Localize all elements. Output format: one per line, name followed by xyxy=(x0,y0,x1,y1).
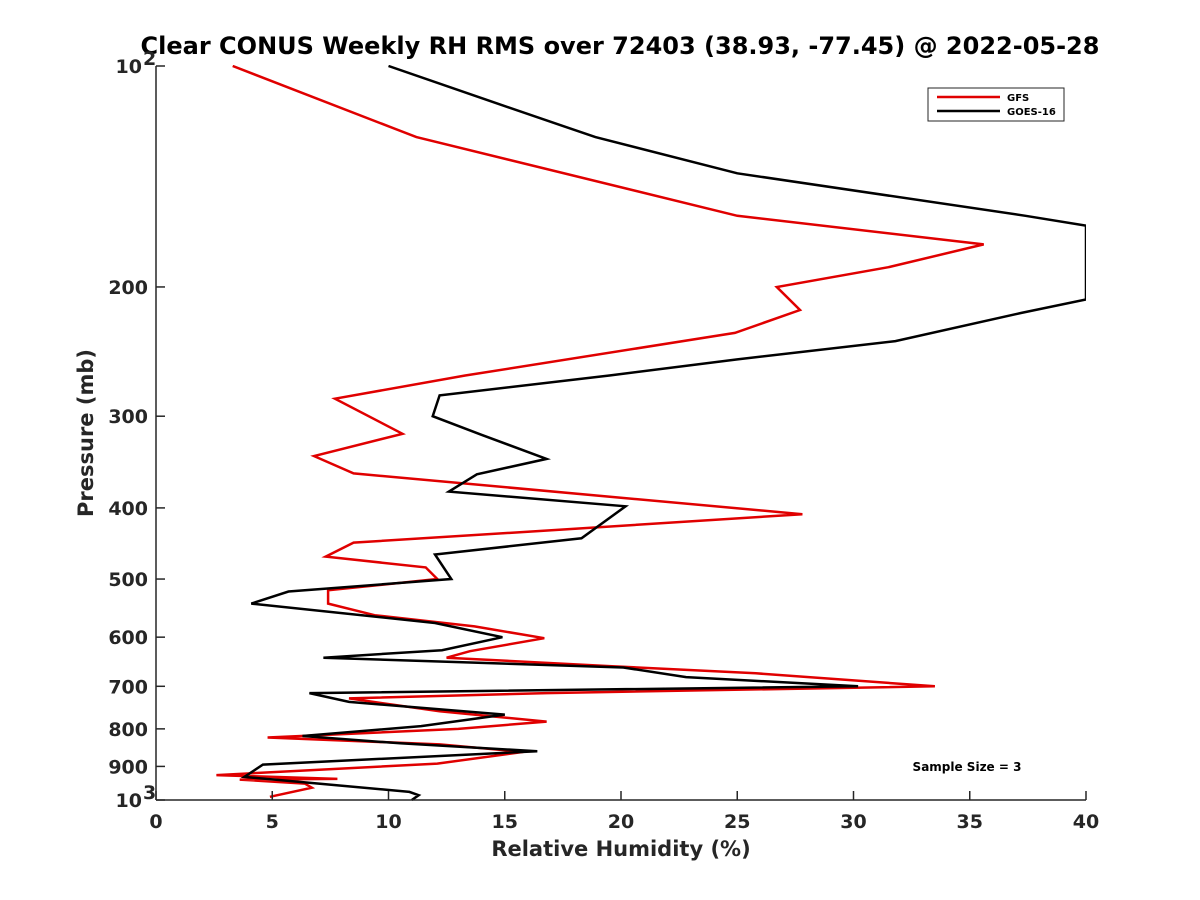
legend: GFS GOES-16 xyxy=(927,87,1065,122)
y-tick-label: 800 xyxy=(108,719,148,741)
y-tick-label: 600 xyxy=(108,627,148,649)
x-ticks: 0 5 10 15 20 25 30 35 40 xyxy=(149,791,1099,833)
y-tick-label: 500 xyxy=(108,569,148,591)
axes: 0 5 10 15 20 25 30 35 40 10 220030040050060070080… xyxy=(108,48,1099,833)
x-tick-label: 40 xyxy=(1073,811,1099,833)
x-axis-label: Relative Humidity (%) xyxy=(491,837,750,861)
y-tick-label: 10 xyxy=(116,56,142,78)
y-tick-label: 900 xyxy=(108,756,148,778)
chart-title: Clear CONUS Weekly RH RMS over 72403 (38… xyxy=(141,32,1100,60)
x-tick-label: 15 xyxy=(492,811,518,833)
sample-size-annotation: Sample Size = 3 xyxy=(913,760,1022,774)
x-tick-label: 20 xyxy=(608,811,634,833)
legend-label-gfs: GFS xyxy=(1007,93,1029,104)
y-tick-label: 400 xyxy=(108,498,148,520)
y-tick-exponent: 2 xyxy=(143,48,156,70)
x-tick-label: 5 xyxy=(266,811,279,833)
x-tick-label: 10 xyxy=(375,811,401,833)
y-tick-label: 300 xyxy=(108,406,148,428)
x-tick-label: 25 xyxy=(724,811,750,833)
x-tick-label: 0 xyxy=(149,811,162,833)
x-tick-label: 30 xyxy=(840,811,866,833)
series-line-goes16 xyxy=(240,65,1086,801)
y-tick-label: 200 xyxy=(108,277,148,299)
y-tick-label: 700 xyxy=(108,676,148,698)
legend-box xyxy=(927,87,1065,122)
x-tick-label: 35 xyxy=(957,811,983,833)
y-axis-label: Pressure (mb) xyxy=(74,349,98,517)
plot-series xyxy=(216,65,1086,801)
y-tick-exponent: 3 xyxy=(143,782,156,804)
legend-label-goes16: GOES-16 xyxy=(1007,107,1056,118)
y-tick-label: 10 xyxy=(116,790,142,812)
